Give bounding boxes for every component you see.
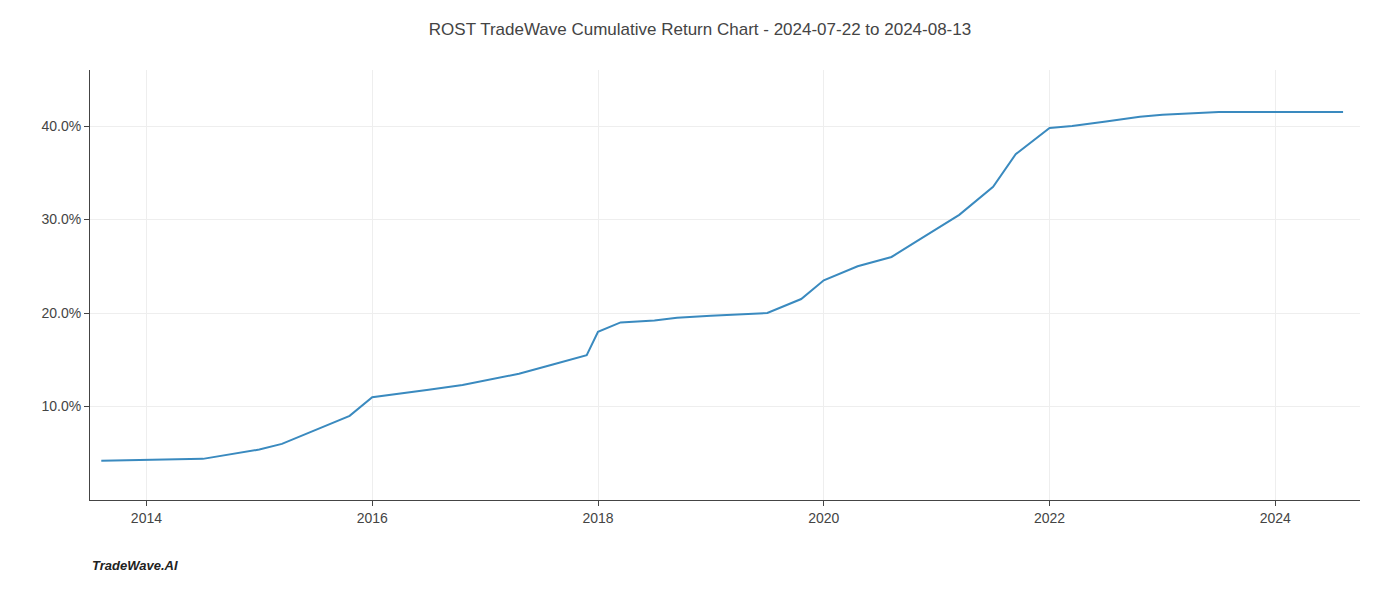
svg-text:2024: 2024: [1260, 510, 1291, 526]
svg-text:2018: 2018: [582, 510, 613, 526]
svg-text:2014: 2014: [131, 510, 162, 526]
svg-text:2022: 2022: [1034, 510, 1065, 526]
svg-text:TradeWave.AI: TradeWave.AI: [92, 558, 178, 573]
svg-text:30.0%: 30.0%: [41, 211, 81, 227]
svg-text:10.0%: 10.0%: [41, 398, 81, 414]
svg-text:ROST TradeWave Cumulative Retu: ROST TradeWave Cumulative Return Chart -…: [429, 20, 971, 39]
svg-text:2016: 2016: [357, 510, 388, 526]
svg-text:2020: 2020: [808, 510, 839, 526]
svg-text:40.0%: 40.0%: [41, 118, 81, 134]
svg-text:20.0%: 20.0%: [41, 305, 81, 321]
